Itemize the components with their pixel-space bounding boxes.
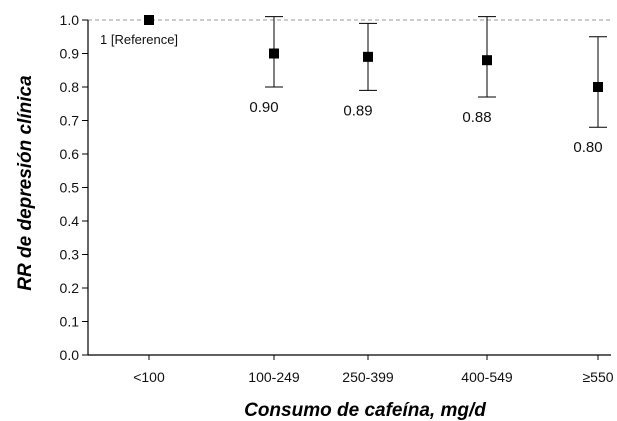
x-tick-label: 400-549 [461, 369, 513, 385]
y-tick-label: 0.2 [60, 280, 80, 296]
x-tick-label: 100-249 [248, 369, 300, 385]
data-label: 1 [Reference] [100, 32, 178, 47]
data-label: 0.90 [249, 99, 278, 116]
x-ticks: <100 100-249 250-399 400-549 ≥550 [133, 355, 614, 385]
data-marks: 1 [Reference] 0.90 0.89 0.88 0.80 [100, 15, 607, 156]
y-tick-label: 1.0 [60, 12, 80, 28]
data-label: 0.89 [343, 102, 372, 119]
y-tick-label: 0.6 [60, 146, 80, 162]
data-label: 0.80 [573, 139, 602, 156]
data-point [363, 51, 373, 62]
x-axis-title: Consumo de cafeína, mg/d [244, 400, 486, 421]
y-tick-label: 0.4 [60, 213, 80, 229]
data-point [269, 48, 279, 59]
data-point [593, 82, 603, 92]
x-tick-label: <100 [133, 369, 165, 385]
y-tick-label: 0.1 [60, 314, 80, 330]
y-tick-label: 0.8 [60, 79, 80, 95]
x-tick-label: 250-399 [342, 369, 394, 385]
y-axis-title: RR de depresión clínica [15, 75, 36, 291]
y-ticks: 0.0 0.1 0.2 0.3 0.4 0.5 0.6 0.7 0.8 0.9 1.0 [60, 12, 88, 363]
y-tick-label: 0.5 [60, 180, 80, 196]
data-label: 0.88 [462, 109, 491, 126]
y-tick-label: 0.3 [60, 247, 80, 263]
y-tick-label: 0.7 [60, 113, 80, 129]
y-tick-label: 0.0 [60, 347, 80, 363]
y-tick-label: 0.9 [60, 46, 80, 62]
data-point [144, 15, 154, 25]
x-tick-label: ≥550 [582, 369, 613, 385]
data-point [482, 55, 492, 66]
